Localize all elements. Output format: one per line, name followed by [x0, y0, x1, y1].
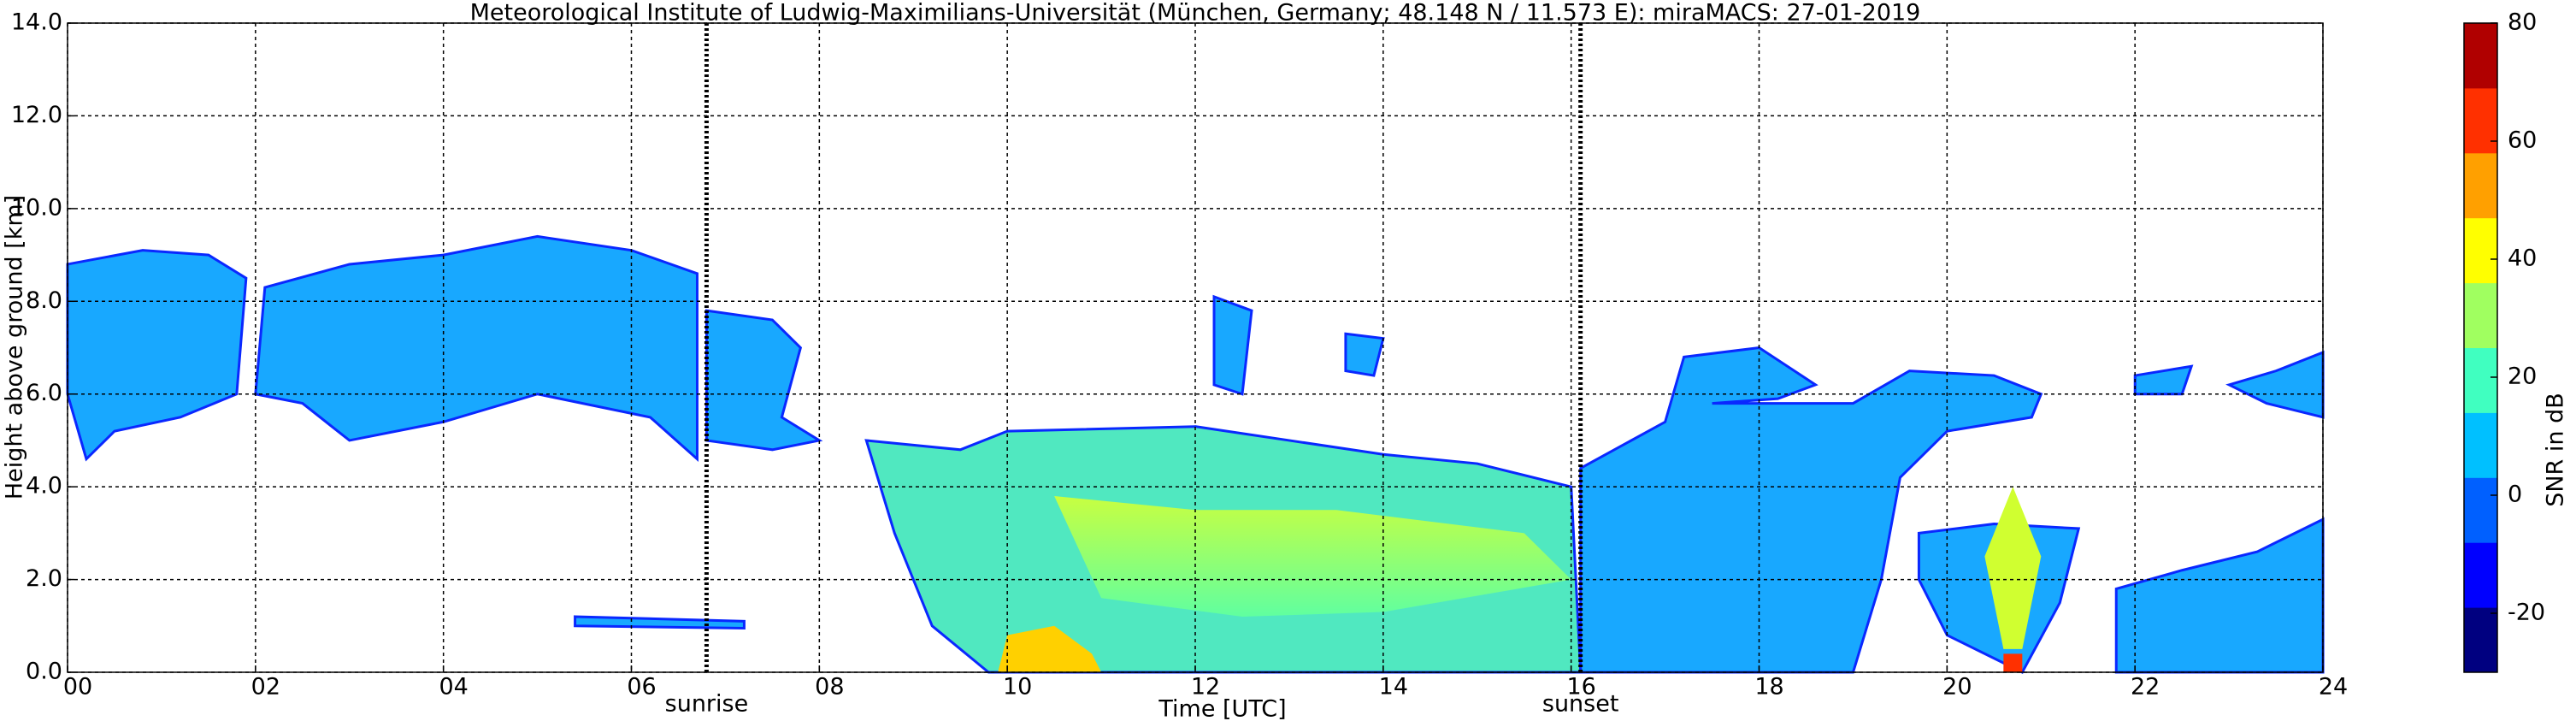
colorbar-tick-label: 60	[2508, 127, 2537, 154]
colorbar-segment	[2464, 607, 2497, 673]
colorbar-segment	[2464, 542, 2497, 608]
colorbar-segment	[2464, 87, 2497, 154]
x-tick-label: 18	[1754, 674, 1783, 700]
colorbar-segment	[2464, 282, 2497, 348]
x-tick-label: 14	[1379, 674, 1408, 700]
y-tick-label: 6.0	[26, 380, 62, 406]
colorbar-tick-label: -20	[2508, 600, 2545, 626]
y-tick-label: 12.0	[11, 102, 62, 128]
x-tick-label: 10	[1003, 674, 1032, 700]
colorbar-segment	[2464, 152, 2497, 219]
x-tick-label: 00	[63, 674, 92, 700]
y-tick-label: 10.0	[11, 194, 62, 221]
colorbar-segment	[2464, 23, 2497, 89]
colorbar-tick-label: 20	[2508, 364, 2537, 390]
colorbar-segment	[2464, 412, 2497, 478]
x-tick-label: 08	[815, 674, 844, 700]
y-tick-label: 0.0	[26, 659, 62, 685]
x-axis-label: Time [UTC]	[1158, 696, 1286, 723]
annotation-label: sunset	[1542, 691, 1619, 718]
colorbar-label: SNR in dB	[2543, 393, 2569, 507]
x-tick-label: 20	[1942, 674, 1972, 700]
colorbar-tick-label: 40	[2508, 245, 2537, 272]
colorbar-segment	[2464, 347, 2497, 413]
x-tick-label: 16	[1566, 674, 1595, 700]
y-axis-label: Height above ground [km]	[2, 195, 28, 499]
x-tick-label: 02	[251, 674, 280, 700]
x-tick-label: 06	[627, 674, 656, 700]
colorbar-segment	[2464, 477, 2497, 543]
y-tick-label: 14.0	[11, 9, 62, 36]
x-tick-label: 24	[2319, 674, 2348, 700]
annotation-label: sunrise	[665, 691, 749, 718]
y-tick-label: 8.0	[26, 287, 62, 314]
colorbar-tick-label: 0	[2508, 482, 2522, 508]
colorbar-frame	[2463, 22, 2498, 673]
y-tick-label: 4.0	[26, 473, 62, 499]
colorbar-tick-label: 80	[2508, 9, 2537, 36]
x-tick-label: 04	[439, 674, 468, 700]
colorbar-segment	[2464, 217, 2497, 284]
x-tick-label: 12	[1191, 674, 1220, 700]
chart-title: Meteorological Institute of Ludwig-Maxim…	[470, 0, 1921, 27]
x-tick-label: 22	[2131, 674, 2160, 700]
y-tick-label: 2.0	[26, 565, 62, 592]
